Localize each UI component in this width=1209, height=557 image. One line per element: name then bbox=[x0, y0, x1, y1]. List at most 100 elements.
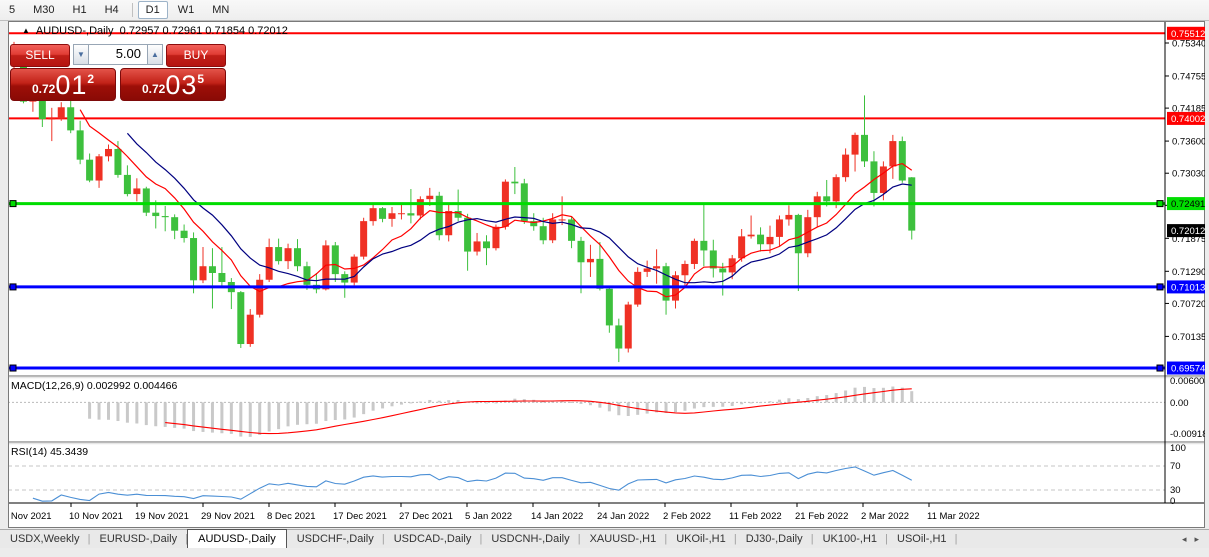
timeframe-button-h1[interactable]: H1 bbox=[72, 4, 87, 16]
price-tick-label: 0.71290 bbox=[1172, 267, 1205, 278]
date-tick-label: 5 Jan 2022 bbox=[465, 511, 512, 522]
moving-average-13 bbox=[126, 132, 912, 284]
price-tick-label: 0.74185 bbox=[1172, 104, 1205, 115]
sell-button[interactable]: SELL bbox=[10, 44, 70, 67]
price-badge-label: 0.74002 bbox=[1171, 114, 1205, 125]
sell-price-prefix: 0.72 bbox=[31, 82, 56, 96]
price-badge bbox=[1167, 280, 1205, 294]
timeframe-button-d1[interactable]: D1 bbox=[137, 1, 168, 19]
sell-price-pips: 01 bbox=[55, 70, 88, 100]
date-tick-label: 21 Feb 2022 bbox=[795, 511, 848, 522]
price-badge bbox=[1167, 361, 1205, 375]
line-handle-icon[interactable] bbox=[9, 200, 17, 208]
rsi-scale-label: 30 bbox=[1170, 485, 1181, 496]
date-tick-label: 17 Dec 2021 bbox=[333, 511, 387, 522]
timeframe-button-mn[interactable]: MN bbox=[212, 4, 230, 16]
status-strip bbox=[0, 548, 1209, 557]
tab-separator: | bbox=[87, 533, 91, 545]
timeframe-button-w1[interactable]: W1 bbox=[177, 4, 195, 16]
rsi-scale-label: 70 bbox=[1170, 461, 1181, 472]
date-tick-label: 24 Jan 2022 bbox=[597, 511, 649, 522]
chart-tab-bar: USDX,Weekly|EURUSD-,Daily|AUDUSD-,Daily U… bbox=[0, 529, 1209, 549]
macd-scale-label: -0.009188 bbox=[1170, 429, 1205, 440]
macd-scale-label: 0.00 bbox=[1170, 398, 1189, 409]
tab-usdchf-daily[interactable]: USDCHF-,Daily | bbox=[296, 533, 385, 545]
candlestick-series bbox=[10, 41, 916, 363]
macd-scale-label: 0.006004 bbox=[1170, 376, 1205, 387]
timeframe-button-m30[interactable]: M30 bbox=[33, 4, 55, 16]
tab-audusd-daily[interactable]: AUDUSD-,Daily bbox=[187, 529, 287, 548]
rsi-indicator-label: RSI(14) 45.3439 bbox=[11, 446, 89, 458]
tab-dj30-daily[interactable]: DJ30-,Daily | bbox=[745, 533, 814, 545]
date-tick-label: 2 Feb 2022 bbox=[663, 511, 711, 522]
toolbar-separator bbox=[131, 3, 133, 17]
price-badge bbox=[1167, 197, 1205, 211]
buy-price-display[interactable]: 0.72 03 5 bbox=[120, 68, 226, 101]
main-price-pane bbox=[8, 32, 1165, 372]
price-badge-label: 0.69574 bbox=[1171, 364, 1205, 375]
tab-usdx-weekly[interactable]: USDX,Weekly | bbox=[10, 533, 91, 545]
volume-stepper: ▼ 5.00 ▲ bbox=[73, 44, 163, 65]
line-handle-icon[interactable] bbox=[9, 283, 17, 291]
macd-pane bbox=[8, 386, 1165, 437]
rsi-scale-label: 0 bbox=[1170, 496, 1175, 507]
date-axis[interactable]: 1 Nov 2021 10 Nov 2021 19 Nov 2021 29 Nov 2… bbox=[8, 503, 980, 522]
tab-separator: | bbox=[885, 533, 889, 545]
price-tick-label: 0.70720 bbox=[1172, 299, 1205, 310]
price-tick-label: 0.75340 bbox=[1172, 39, 1205, 50]
price-tick-label: 0.70135 bbox=[1172, 332, 1205, 343]
timeframe-button-h4[interactable]: H4 bbox=[104, 4, 119, 16]
tab-separator: | bbox=[810, 533, 814, 545]
price-axis[interactable]: 0.75340 0.74755 0.74185 0.73600 0.73030 0.724… bbox=[1165, 26, 1205, 507]
buy-button[interactable]: BUY bbox=[166, 44, 226, 67]
tab-usdcnh-daily[interactable]: USDCNH-,Daily | bbox=[491, 533, 581, 545]
date-tick-label: 19 Nov 2021 bbox=[135, 511, 189, 522]
price-badge bbox=[1167, 26, 1205, 40]
volume-input[interactable]: 5.00 bbox=[89, 44, 147, 65]
tab-scroll-right-button[interactable]: ▸ bbox=[1194, 533, 1199, 544]
moving-average-8 bbox=[79, 109, 913, 298]
tab-separator: | bbox=[479, 533, 483, 545]
chevron-up-icon: ▲ bbox=[151, 50, 159, 59]
tab-separator: | bbox=[381, 533, 385, 545]
price-badge-label: 0.75512 bbox=[1171, 29, 1205, 40]
price-badge-label: 0.72491 bbox=[1171, 199, 1205, 210]
rsi-line bbox=[32, 466, 913, 502]
date-tick-label: 2 Mar 2022 bbox=[861, 511, 909, 522]
buy-price-pips: 03 bbox=[165, 70, 198, 100]
tab-uk100-h1[interactable]: UK100-,H1 | bbox=[822, 533, 889, 545]
line-handle-icon[interactable] bbox=[1156, 200, 1164, 208]
tab-ukoil-h1[interactable]: UKOil-,H1 | bbox=[676, 533, 737, 545]
tab-xauusd-h1[interactable]: XAUUSD-,H1 | bbox=[589, 533, 668, 545]
price-tick-label: 0.74755 bbox=[1172, 71, 1205, 82]
volume-decrease-button[interactable]: ▼ bbox=[73, 44, 89, 65]
sell-price-display[interactable]: 0.72 01 2 bbox=[10, 68, 116, 101]
price-tick-label: 0.71875 bbox=[1172, 234, 1205, 245]
date-tick-label: 10 Nov 2021 bbox=[69, 511, 123, 522]
tab-usdcad-daily[interactable]: USDCAD-,Daily | bbox=[393, 533, 483, 545]
line-handle-icon[interactable] bbox=[1156, 364, 1164, 372]
price-badge bbox=[1167, 111, 1205, 125]
tab-scroll-left-button[interactable]: ◂ bbox=[1181, 533, 1187, 544]
line-handle-icon[interactable] bbox=[1156, 283, 1164, 291]
timeframe-button-5[interactable]: 5 bbox=[9, 4, 16, 16]
price-tick-label: 0.73600 bbox=[1172, 137, 1205, 148]
symbol-marker-icon: ▲ bbox=[22, 26, 30, 35]
date-tick-label: 11 Feb 2022 bbox=[729, 511, 782, 522]
tab-eurusd-daily[interactable]: EURUSD-,Daily| bbox=[89, 530, 188, 548]
chart-ohlc-values: 0.72957 0.72961 0.71854 0.72012 bbox=[119, 25, 288, 37]
buy-price-point: 5 bbox=[197, 72, 205, 86]
volume-increase-button[interactable]: ▲ bbox=[147, 44, 163, 65]
rsi-scale-label: 100 bbox=[1170, 443, 1186, 454]
tab-separator: | bbox=[954, 533, 958, 545]
tab-separator: | bbox=[664, 533, 668, 545]
macd-indicator-label: MACD(12,26,9) 0.002992 0.004466 bbox=[11, 380, 178, 392]
date-tick-label: 8 Dec 2021 bbox=[267, 511, 316, 522]
tab-usoil-h1[interactable]: USOil-,H1 | bbox=[897, 533, 958, 545]
date-tick-label: 27 Dec 2021 bbox=[399, 511, 453, 522]
line-handle-icon[interactable] bbox=[9, 364, 17, 372]
chart-canvas[interactable]: 0.75340 0.74755 0.74185 0.73600 0.73030 0.724… bbox=[8, 21, 1205, 528]
chart-title: ▲ AUDUSD-,Daily 0.72957 0.72961 0.71854 0… bbox=[22, 25, 288, 37]
date-tick-label: 11 Mar 2022 bbox=[927, 511, 980, 522]
date-tick-label: 1 Nov 2021 bbox=[8, 511, 52, 522]
